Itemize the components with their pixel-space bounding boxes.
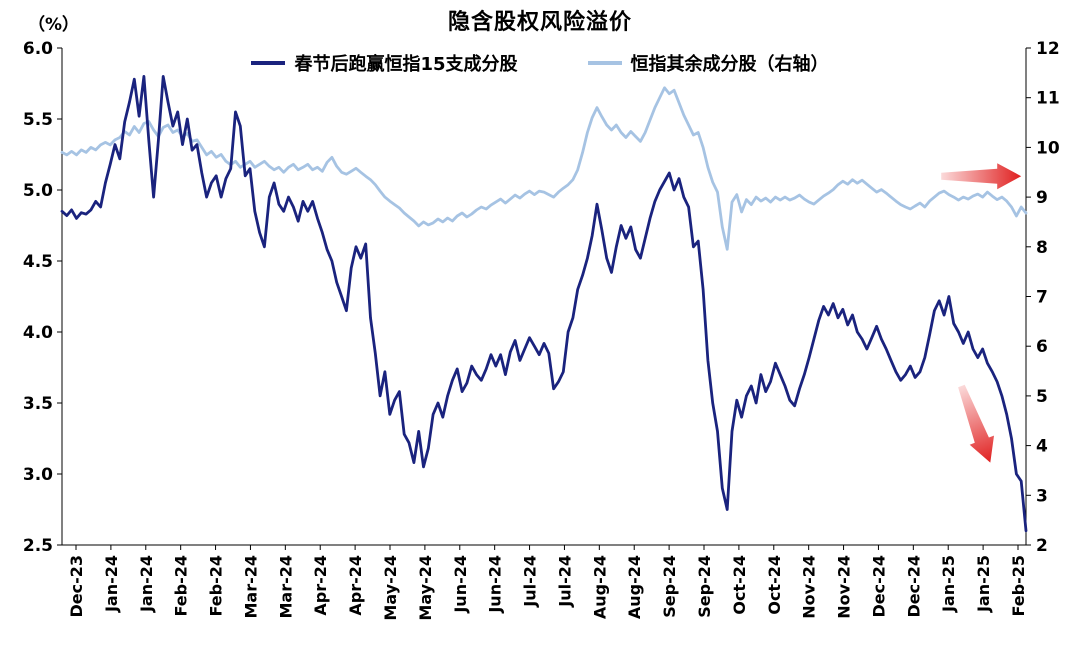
x-axis-tick-label: Feb-25 bbox=[1009, 555, 1028, 617]
x-axis-tick-label: Sep-24 bbox=[695, 555, 714, 618]
right-axis-tick-label: 2 bbox=[1036, 536, 1048, 556]
left-axis-tick-label: 6.0 bbox=[23, 39, 53, 59]
left-axis-tick-label: 3.5 bbox=[23, 394, 53, 414]
legend: 春节后跑赢恒指15支成分股 恒指其余成分股（右轴） bbox=[0, 50, 1080, 76]
x-axis-tick-label: Dec-23 bbox=[67, 555, 86, 618]
x-axis-tick-label: Aug-24 bbox=[625, 555, 644, 619]
x-axis-tick-label: Oct-24 bbox=[765, 555, 784, 615]
legend-label-outperformers: 春节后跑赢恒指15支成分股 bbox=[294, 54, 518, 75]
x-axis-tick-label: Nov-24 bbox=[835, 555, 854, 619]
right-axis-tick-label: 12 bbox=[1036, 39, 1060, 59]
left-axis-tick-label: 5.5 bbox=[23, 110, 53, 130]
left-axis-tick-label: 4.0 bbox=[23, 323, 53, 343]
right-axis-tick-label: 4 bbox=[1036, 437, 1048, 457]
series-line-left bbox=[60, 75, 1028, 533]
left-axis-tick-label: 3.0 bbox=[23, 465, 53, 485]
x-axis-tick-label: Jul-24 bbox=[521, 555, 540, 608]
legend-line-swatch-dark bbox=[251, 61, 286, 65]
x-axis-tick-label: Jan-25 bbox=[939, 555, 958, 613]
legend-item-rest: 恒指其余成分股（右轴） bbox=[587, 50, 829, 76]
left-axis-tick-label: 5.0 bbox=[23, 181, 53, 201]
right-axis-tick-label: 3 bbox=[1036, 486, 1048, 506]
legend-label-rest: 恒指其余成分股（右轴） bbox=[630, 54, 829, 75]
down-right-arrow bbox=[958, 384, 994, 463]
right-axis-tick-label: 8 bbox=[1036, 238, 1048, 258]
axis-labels: 2.5 3.0 3.5 4.0 4.5 5.0 5.5 6.0 2 3 4 5 6 7 8 9 10 11 12 De… bbox=[23, 39, 1060, 621]
x-axis-tick-label: Sep-24 bbox=[660, 555, 679, 618]
x-axis-tick-label: Nov-24 bbox=[800, 555, 819, 619]
right-axis-tick-label: 9 bbox=[1036, 188, 1048, 208]
axes bbox=[57, 47, 1031, 550]
series-lines bbox=[60, 75, 1028, 533]
x-axis-tick-label: Jan-25 bbox=[974, 555, 993, 613]
x-axis-tick-label: Dec-24 bbox=[869, 555, 888, 618]
x-axis-tick-label: May-24 bbox=[416, 555, 435, 621]
flat-right-arrow bbox=[941, 163, 1022, 190]
right-axis-tick-label: 6 bbox=[1036, 337, 1048, 357]
x-axis-tick-label: Jan-24 bbox=[102, 555, 121, 613]
x-axis-tick-label: Mar-24 bbox=[276, 555, 295, 619]
x-axis-tick-label: Aug-24 bbox=[590, 555, 609, 619]
x-axis-tick-label: Feb-24 bbox=[172, 555, 191, 617]
right-axis-tick-label: 11 bbox=[1036, 89, 1060, 109]
left-axis-tick-label: 4.5 bbox=[23, 252, 53, 272]
left-axis-tick-label: 2.5 bbox=[23, 536, 53, 556]
left-axis-unit-label: （%） bbox=[28, 15, 80, 35]
x-axis-tick-label: Jun-24 bbox=[486, 555, 505, 614]
x-axis-tick-label: Jan-24 bbox=[137, 555, 156, 613]
x-axis-tick-label: Oct-24 bbox=[730, 555, 749, 615]
series-line-right bbox=[60, 86, 1028, 251]
legend-item-outperformers: 春节后跑赢恒指15支成分股 bbox=[251, 50, 518, 76]
x-axis-tick-label: Jun-24 bbox=[451, 555, 470, 614]
x-axis-tick-label: Feb-24 bbox=[207, 555, 226, 617]
right-axis-tick-label: 10 bbox=[1036, 138, 1060, 158]
legend-line-swatch-light bbox=[587, 61, 622, 65]
x-axis-tick-label: Jul-24 bbox=[555, 555, 574, 608]
x-axis-tick-label: May-24 bbox=[381, 555, 400, 621]
x-axis-tick-label: Dec-24 bbox=[904, 555, 923, 618]
x-axis-tick-label: Apr-24 bbox=[346, 555, 365, 616]
right-axis-tick-label: 5 bbox=[1036, 387, 1048, 407]
chart-title: 隐含股权风险溢价 bbox=[447, 10, 632, 35]
x-axis-tick-label: Apr-24 bbox=[311, 555, 330, 616]
annotation-arrows bbox=[941, 163, 1022, 463]
x-axis-tick-label: Mar-24 bbox=[241, 555, 260, 619]
right-axis-tick-label: 7 bbox=[1036, 288, 1048, 308]
